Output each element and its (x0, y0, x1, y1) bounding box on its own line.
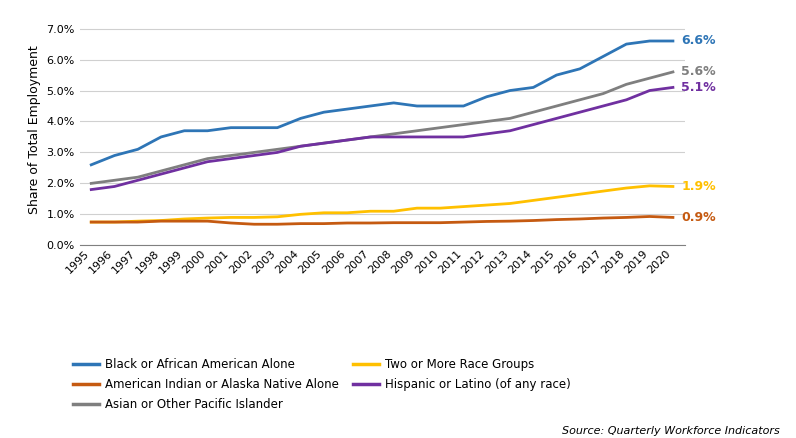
Text: 1.9%: 1.9% (681, 180, 716, 193)
Legend: Black or African American Alone, American Indian or Alaska Native Alone, Asian o: Black or African American Alone, America… (68, 353, 575, 416)
Text: 5.1%: 5.1% (681, 81, 716, 94)
Text: Source: Quarterly Workforce Indicators: Source: Quarterly Workforce Indicators (562, 426, 780, 436)
Text: 6.6%: 6.6% (681, 35, 716, 47)
Text: 0.9%: 0.9% (681, 211, 716, 224)
Text: 5.6%: 5.6% (681, 65, 716, 78)
Y-axis label: Share of Total Employment: Share of Total Employment (28, 45, 41, 214)
